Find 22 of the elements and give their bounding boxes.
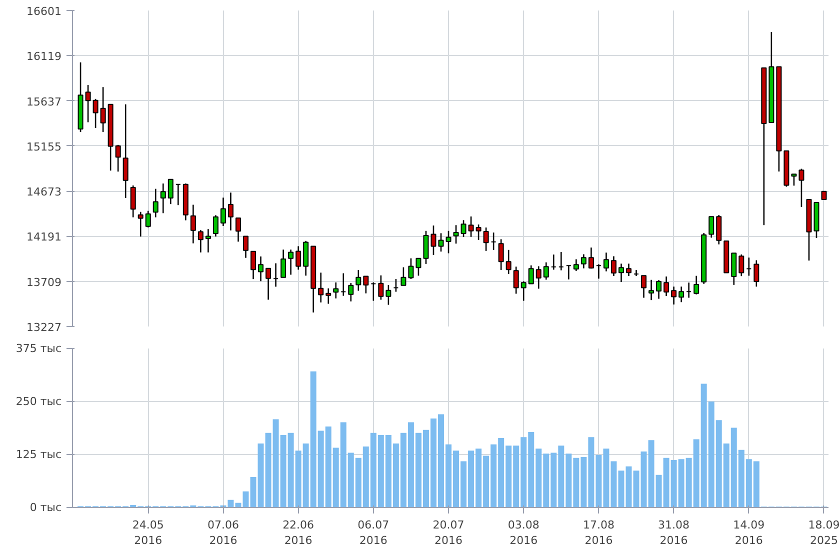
x-tick-label: 17.08 2016 xyxy=(582,518,614,548)
y-tick-label: 0 тыс xyxy=(30,501,62,514)
x-tick-label: 20.07 2016 xyxy=(432,518,464,548)
x-tick-label: 24.05 2016 xyxy=(132,518,164,548)
x-tick-label: 06.07 2016 xyxy=(358,518,390,548)
y-tick-label: 14191 xyxy=(26,230,62,244)
y-tick-label: 250 тыс xyxy=(16,395,62,408)
x-tick-label: 07.06 2016 xyxy=(207,518,239,548)
x-tick-label: 31.08 2016 xyxy=(658,518,690,548)
x-tick-label: 14.09 2016 xyxy=(733,518,765,548)
y-tick-label: 14673 xyxy=(26,186,62,199)
y-tick-label: 15155 xyxy=(26,140,62,154)
y-tick-label: 16601 xyxy=(26,5,62,18)
y-tick-label: 13709 xyxy=(26,276,62,289)
x-tick-label: 22.06 2016 xyxy=(282,518,314,548)
x-tick-label: 18.09 2025 xyxy=(808,518,840,548)
y-tick-label: 375 тыс xyxy=(16,342,62,355)
y-tick-label: 13227 xyxy=(26,321,62,334)
y-tick-label: 15637 xyxy=(26,95,62,108)
y-tick-label: 16119 xyxy=(26,50,62,64)
y-tick-label: 125 тыс xyxy=(16,448,62,461)
x-tick-label: 03.08 2016 xyxy=(508,518,540,548)
